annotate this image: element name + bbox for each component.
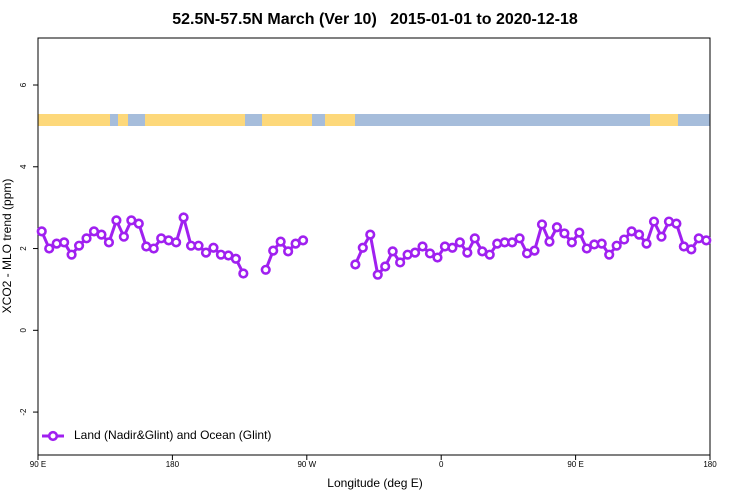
data-point: [171, 237, 182, 248]
data-point: [275, 236, 286, 247]
y-tick-label: 0: [19, 328, 28, 333]
data-point: [686, 244, 697, 255]
data-point: [507, 237, 518, 248]
y-tick-label: 4: [19, 164, 28, 169]
chart-title: 52.5N-57.5N March (Ver 10) 2015-01-01 to…: [172, 11, 578, 28]
data-point: [178, 212, 189, 223]
data-point: [103, 237, 115, 248]
data-point: [604, 249, 615, 260]
land-band: [145, 114, 245, 126]
data-point: [671, 218, 682, 229]
data-point: [529, 245, 540, 256]
data-point: [36, 226, 47, 237]
data-point: [619, 234, 630, 245]
data-point: [701, 235, 712, 246]
data-point: [566, 237, 577, 248]
data-point: [656, 231, 667, 242]
data-point: [283, 246, 294, 257]
data-point: [59, 237, 70, 248]
x-tick-label: 0: [439, 460, 444, 469]
data-point: [193, 240, 204, 251]
data-point: [633, 229, 645, 240]
data-point: [357, 242, 368, 253]
data-point: [73, 240, 85, 251]
data-point: [395, 257, 406, 268]
y-tick-label: 6: [19, 82, 28, 87]
data-point: [544, 236, 555, 247]
land-band: [325, 114, 355, 126]
legend-label: Land (Nadir&Glint) and Ocean (Glint): [74, 428, 271, 442]
data-point: [514, 233, 525, 244]
data-point: [66, 249, 77, 260]
data-point: [574, 227, 585, 238]
x-tick-label: 180: [166, 460, 180, 469]
x-tick-label: 90 E: [567, 460, 583, 469]
data-point: [297, 235, 309, 246]
data-point: [268, 245, 279, 256]
data-point: [611, 240, 622, 251]
data-point: [350, 259, 361, 270]
legend-marker: [47, 430, 59, 442]
data-point: [380, 261, 391, 272]
land-band: [650, 114, 678, 126]
x-axis-label: Longitude (deg E): [327, 476, 422, 490]
data-point: [559, 228, 570, 239]
land-band: [262, 114, 312, 126]
data-point: [417, 241, 428, 252]
data-point: [387, 246, 398, 257]
data-point: [111, 215, 122, 226]
data-point: [96, 229, 107, 240]
data-point: [432, 252, 443, 263]
data-point: [200, 247, 212, 258]
data-point: [462, 247, 473, 258]
x-tick-label: 90 W: [297, 460, 316, 469]
x-tick-label: 90 E: [30, 460, 46, 469]
y-axis-label: XCO2 - MLO trend (ppm): [0, 179, 14, 314]
data-point: [372, 269, 383, 280]
land-ocean-band: [38, 114, 710, 126]
ocean-band: [38, 114, 710, 126]
data-point: [596, 238, 607, 249]
data-point: [365, 229, 376, 240]
data-point: [260, 264, 271, 275]
data-point: [551, 222, 563, 233]
data-point: [641, 238, 652, 249]
data-point: [230, 253, 241, 264]
data-point: [454, 237, 465, 248]
data-point: [118, 231, 129, 242]
data-point: [648, 216, 660, 227]
data-point: [581, 243, 592, 254]
plot-frame: [37, 37, 711, 456]
data-point: [536, 219, 548, 230]
data-point: [484, 249, 495, 260]
data-point: [148, 243, 159, 254]
data-point: [133, 218, 144, 229]
land-band: [38, 114, 110, 126]
y-tick-label: 2: [19, 246, 28, 251]
data-point: [409, 247, 421, 258]
data-point: [81, 233, 92, 244]
data-point: [469, 233, 480, 244]
data-point: [424, 248, 436, 259]
land-band: [118, 114, 128, 126]
data-point: [44, 243, 55, 254]
data-point: [208, 242, 219, 253]
data-point: [238, 268, 249, 279]
data-point: [447, 242, 458, 253]
x-tick-label: 180: [703, 460, 717, 469]
y-tick-label: -2: [19, 408, 28, 416]
